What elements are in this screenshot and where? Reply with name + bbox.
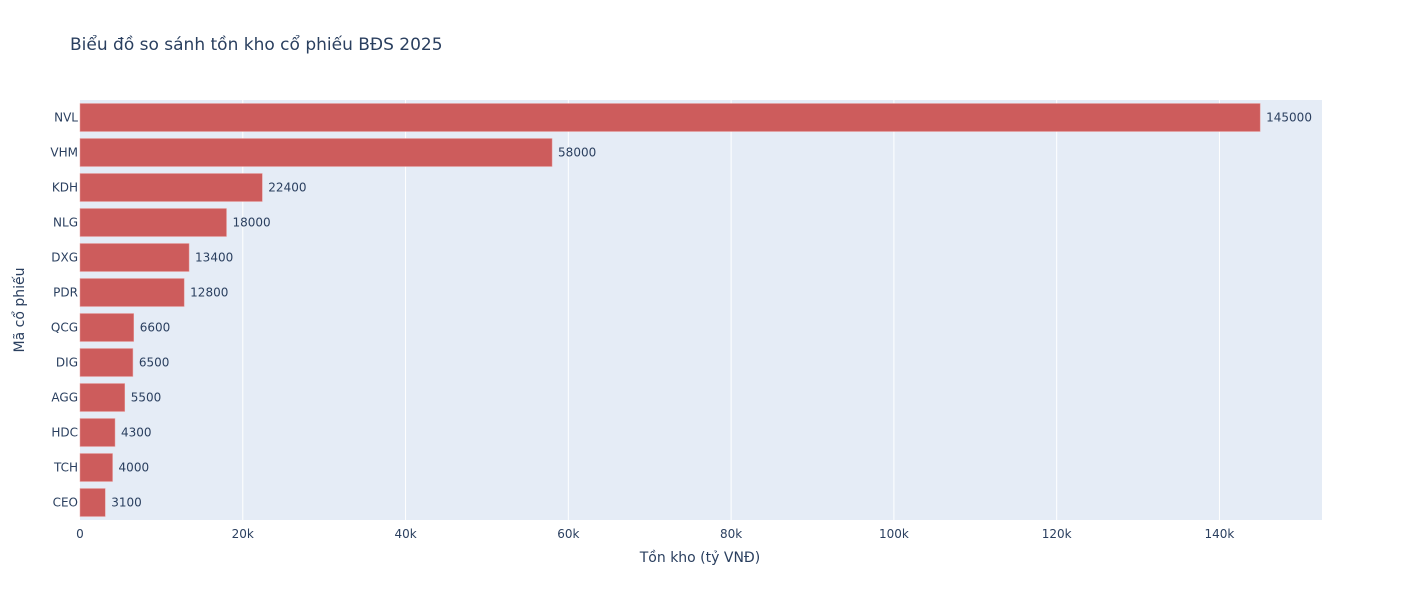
y-tick-label: TCH	[53, 461, 78, 475]
bar-value-label: 58000	[558, 146, 596, 160]
bar[interactable]	[79, 173, 263, 202]
chart-title: Biểu đồ so sánh tồn kho cổ phiếu BĐS 202…	[70, 34, 443, 55]
x-tick-label: 140k	[1205, 527, 1235, 541]
bar-value-label: 13400	[195, 251, 233, 265]
y-axis-title: Mã cổ phiếu	[11, 268, 28, 353]
x-tick-label: 0	[76, 527, 84, 541]
bars	[79, 103, 1261, 517]
bar-value-label: 145000	[1266, 111, 1312, 125]
bar[interactable]	[79, 488, 106, 517]
bar-value-label: 4000	[119, 461, 150, 475]
x-tick-label: 100k	[879, 527, 909, 541]
bar-value-label: 6500	[139, 356, 170, 370]
bar[interactable]	[79, 383, 126, 412]
bar[interactable]	[79, 208, 227, 237]
y-tick-label: NVL	[54, 111, 78, 125]
y-tick-label: DIG	[56, 356, 78, 370]
bar-value-label: 12800	[190, 286, 228, 300]
y-tick-label: AGG	[51, 391, 78, 405]
data-labels: 145000 58000 22400 18000 13400 12800 6600 6500 5…	[111, 111, 1312, 510]
grid-lines	[242, 100, 1220, 520]
x-axis-title: Tồn kho (tỷ VNĐ)	[639, 549, 760, 566]
y-tick-label: NLG	[53, 216, 78, 230]
x-tick-label: 80k	[720, 527, 742, 541]
bar[interactable]	[79, 278, 185, 307]
y-tick-label: KDH	[52, 181, 78, 195]
x-axis-ticks: 0 20k 40k 60k 80k 100k 120k 140k	[76, 527, 1234, 541]
bar-value-label: 22400	[268, 181, 306, 195]
x-tick-label: 60k	[557, 527, 579, 541]
bar[interactable]	[79, 243, 190, 272]
bar-value-label: 6600	[140, 321, 171, 335]
y-axis-ticks: NVL VHM KDH NLG DXG PDR QCG DIG AGG HDC TCH CEO	[50, 111, 78, 510]
x-tick-label: 120k	[1042, 527, 1072, 541]
x-tick-label: 20k	[232, 527, 254, 541]
bar[interactable]	[79, 453, 113, 482]
y-tick-label: PDR	[53, 286, 78, 300]
bar[interactable]	[79, 103, 1261, 132]
plot-area	[80, 100, 1322, 520]
bar[interactable]	[79, 348, 134, 377]
bar-value-label: 5500	[131, 391, 162, 405]
y-tick-label: HDC	[51, 426, 78, 440]
y-tick-label: VHM	[50, 146, 78, 160]
y-tick-label: QCG	[51, 321, 78, 335]
bar[interactable]	[79, 418, 116, 447]
y-tick-label: DXG	[51, 251, 78, 265]
bar[interactable]	[79, 313, 134, 342]
x-tick-label: 40k	[394, 527, 416, 541]
bar[interactable]	[79, 138, 553, 167]
bar-value-label: 18000	[233, 216, 271, 230]
y-tick-label: CEO	[53, 496, 78, 510]
bar-value-label: 4300	[121, 426, 152, 440]
bar-value-label: 3100	[111, 496, 142, 510]
